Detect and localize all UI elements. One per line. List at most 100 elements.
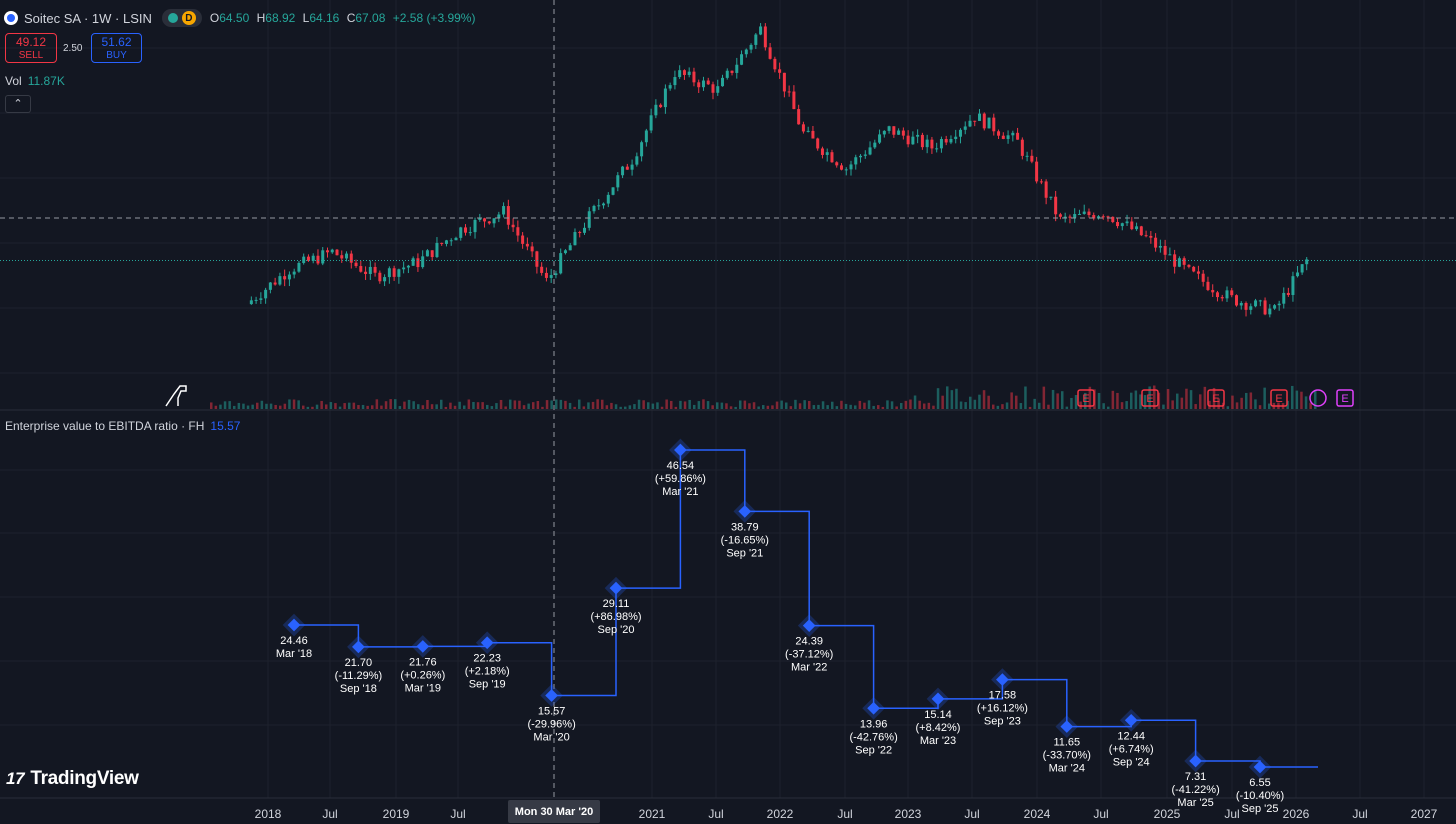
tradingview-logo[interactable]: 17 TradingView: [6, 768, 139, 790]
x-axis: 2018 Jul 2019 Jul 2021 Jul 2022 Jul 2023 Jul 2024 J…: [255, 807, 1438, 821]
candle-body: [897, 130, 901, 135]
candle-body: [497, 214, 501, 219]
ratio-date-label: Sep '25: [1242, 803, 1279, 815]
sell-button[interactable]: 49.12 SELL: [5, 33, 57, 63]
ratio-point: 12.44(+6.74%)Sep '24: [1109, 708, 1154, 768]
candle-body: [602, 203, 606, 206]
volume-bar: [1189, 390, 1193, 409]
candle-body: [1044, 181, 1048, 198]
earnings-marker-glyph: E: [1212, 393, 1219, 405]
candle-body: [511, 224, 515, 228]
candle-body: [302, 256, 306, 263]
ratio-point: 7.31(-41.22%)Mar '25: [1171, 749, 1220, 809]
volume-bar: [702, 399, 705, 409]
volume-bar: [1143, 395, 1147, 409]
volume-bar: [499, 399, 503, 409]
volume-bar: [559, 399, 563, 409]
candle-body: [345, 253, 349, 259]
volume-bar: [725, 403, 728, 409]
candle-body: [663, 88, 667, 108]
candle-body: [1182, 258, 1186, 265]
volume-bar: [660, 406, 664, 409]
ratio-change-label: (+86.98%): [590, 611, 641, 623]
ratio-change-label: (-16.65%): [721, 534, 769, 546]
ratio-date-label: Sep '18: [340, 683, 377, 695]
ratio-value-label: 24.39: [795, 636, 823, 648]
candle-body: [544, 272, 548, 278]
candle-body: [1149, 235, 1153, 238]
candle-body: [1139, 226, 1143, 236]
ratio-change-label: (-10.40%): [1236, 790, 1284, 802]
volume-bar: [1212, 387, 1216, 409]
volume-bar: [1295, 390, 1299, 409]
volume-bar: [214, 405, 218, 409]
volume-bar: [1042, 386, 1046, 409]
x-tick-label: 2021: [639, 807, 666, 821]
candle-body: [611, 187, 615, 195]
candle-body: [392, 268, 396, 277]
volume-bar: [1028, 406, 1032, 409]
candle-body: [1144, 235, 1148, 237]
ratio-date-label: Mar '18: [276, 648, 312, 660]
symbol-title[interactable]: Soitec SA · 1W · LSIN: [24, 10, 152, 26]
collapse-legend-button[interactable]: ⌃: [5, 95, 31, 113]
ratio-date-label: Mar '22: [791, 662, 827, 674]
candle-body: [487, 221, 491, 224]
candle-body: [1006, 135, 1010, 139]
candle-body: [416, 258, 420, 268]
candle-body: [268, 282, 272, 290]
volume-bar: [283, 403, 287, 409]
volume-bar: [329, 402, 333, 409]
volume-bar: [1254, 399, 1257, 409]
volume-bar: [582, 406, 586, 409]
market-status[interactable]: D: [161, 9, 202, 27]
candle-body: [849, 164, 853, 170]
candle-body: [878, 134, 882, 143]
candle-body: [1049, 196, 1053, 198]
candle-body: [930, 139, 934, 149]
volume-bar: [1033, 398, 1036, 409]
candle-body: [806, 130, 810, 132]
dividend-marker-icon: [1309, 389, 1327, 407]
buy-price: 51.62: [101, 35, 132, 49]
volume-bar: [210, 402, 213, 409]
ratio-change-label: (-37.12%): [785, 649, 833, 661]
volume-bar: [1070, 397, 1073, 409]
candle-body: [958, 129, 962, 137]
volume-bar: [918, 400, 921, 409]
volume-bar: [1010, 392, 1013, 409]
buy-button[interactable]: 51.62 BUY: [91, 33, 142, 63]
candle-body: [682, 70, 686, 75]
candle-body: [835, 162, 839, 166]
candle-body: [1163, 245, 1167, 255]
candle-body: [797, 109, 801, 125]
candle-body: [1300, 264, 1304, 273]
volume-bar: [867, 400, 871, 409]
volume-bar: [821, 401, 825, 409]
candle-body: [1087, 211, 1091, 216]
volume-bar: [513, 400, 517, 409]
volume-bar: [1111, 390, 1115, 409]
ratio-date-label: Mar '19: [405, 682, 441, 694]
candle-body: [597, 205, 601, 207]
x-tick-label: 2023: [895, 807, 922, 821]
candle-body: [502, 206, 506, 215]
volume-bar: [265, 403, 268, 409]
volume-bar: [785, 402, 788, 409]
candle-body: [939, 138, 943, 149]
volume-bar: [481, 402, 484, 409]
candle-body: [373, 266, 377, 273]
volume-bar: [256, 402, 259, 409]
indicator-legend[interactable]: Enterprise value to EBITDA ratio · FH 15.…: [5, 419, 240, 433]
volume-bar: [693, 404, 696, 409]
candle-body: [1277, 303, 1281, 306]
volume-legend[interactable]: Vol 11.87K: [5, 74, 65, 88]
earnings-marker-box: [1270, 389, 1288, 407]
tradingview-logo-icon: 17: [6, 769, 25, 788]
chevron-up-icon: ⌃: [13, 98, 23, 110]
earnings-marker-icon: E: [1141, 389, 1159, 407]
candle-body: [916, 134, 920, 137]
volume-bar: [973, 399, 977, 409]
earnings-marker-box: [1207, 389, 1225, 407]
